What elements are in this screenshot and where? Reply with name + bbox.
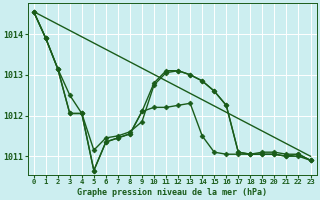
X-axis label: Graphe pression niveau de la mer (hPa): Graphe pression niveau de la mer (hPa) xyxy=(77,188,267,197)
